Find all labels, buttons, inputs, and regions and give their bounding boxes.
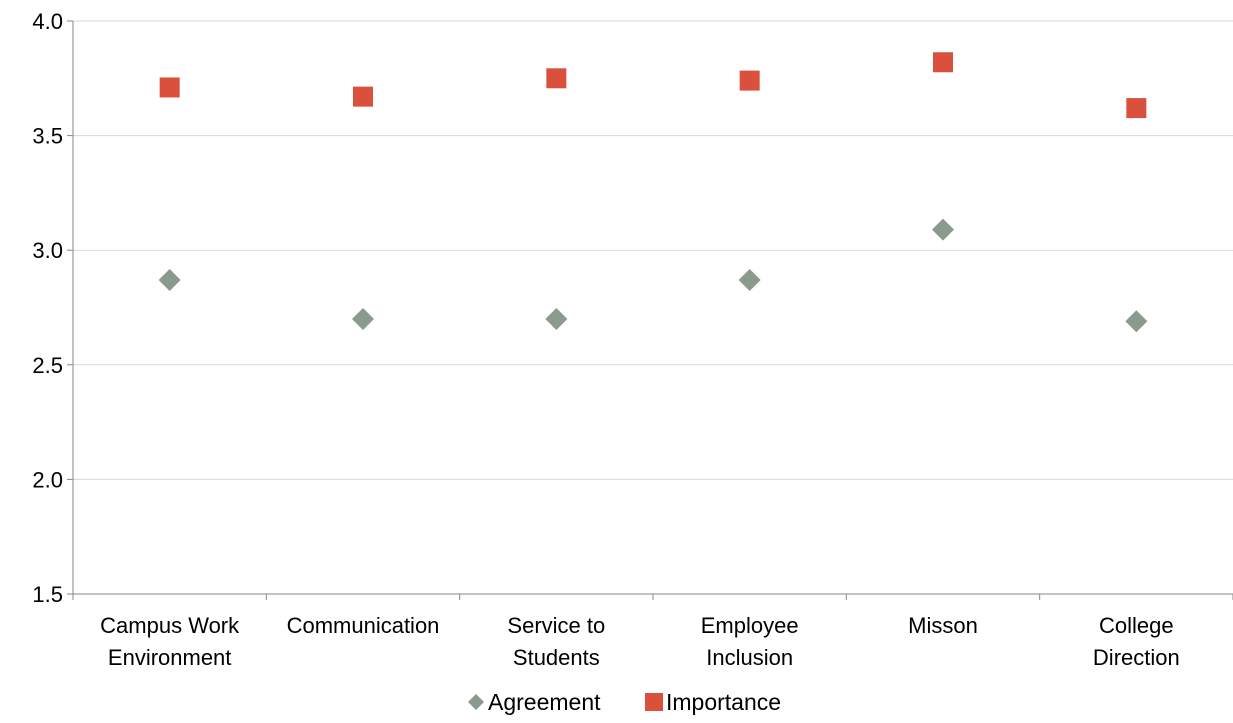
- data-points: [158, 52, 1148, 333]
- legend-marker-square: [645, 693, 663, 711]
- importance-point: [933, 52, 953, 73]
- x-tick-label: Service to Students: [507, 613, 605, 670]
- axes: [72, 21, 1233, 595]
- importance-point: [159, 77, 180, 98]
- importance-point: [546, 68, 567, 89]
- y-tick-label: 2.0: [32, 467, 63, 492]
- gridlines: [73, 20, 1233, 480]
- y-tick-label: 1.5: [32, 582, 63, 607]
- x-tick-label-line: Service to: [507, 613, 605, 638]
- y-tick-label: 2.5: [32, 353, 63, 378]
- x-tick-label-line: Campus Work: [100, 613, 240, 638]
- x-tick-label-line: Direction: [1093, 645, 1180, 670]
- agreement-point: [158, 268, 181, 291]
- x-tick-label-line: Misson: [908, 613, 978, 638]
- legend-item-agreement: Agreement: [468, 689, 601, 715]
- x-tick-label-line: Employee: [701, 613, 799, 638]
- legend-label: Importance: [666, 689, 781, 715]
- importance-point: [1126, 98, 1147, 119]
- series-importance: [159, 52, 1147, 119]
- importance-point: [739, 70, 760, 91]
- x-tick-label: Communication: [287, 613, 440, 638]
- legend: Agreement Importance: [468, 689, 781, 715]
- y-tick-label: 4.0: [32, 9, 63, 34]
- legend-label: Agreement: [488, 689, 601, 715]
- x-tick-label: Employee Inclusion: [701, 613, 799, 670]
- agreement-point: [352, 307, 374, 330]
- x-tick-label-line: Inclusion: [706, 645, 793, 670]
- x-tick-label-line: Communication: [287, 613, 440, 638]
- agreement-point: [738, 268, 761, 291]
- importance-point: [353, 86, 373, 107]
- y-tick-label: 3.5: [32, 124, 63, 149]
- legend-item-importance: Importance: [645, 689, 781, 715]
- x-tick-label: Misson: [908, 613, 978, 638]
- y-axis-ticks: 1.5 2.0 2.5 3.0 3.5 4.0: [32, 9, 73, 607]
- x-tick-label-line: Environment: [108, 645, 232, 670]
- legend-marker-diamond: [468, 694, 484, 710]
- agreement-point: [932, 218, 954, 241]
- agreement-point: [545, 307, 568, 330]
- series-agreement: [158, 218, 1148, 333]
- x-tick-label: College Direction: [1093, 613, 1180, 670]
- x-tick-label: Campus Work Environment: [100, 613, 240, 670]
- x-tick-label-line: College: [1099, 613, 1174, 638]
- x-tick-label-line: Students: [513, 645, 600, 670]
- agreement-point: [1125, 310, 1148, 333]
- x-axis-ticks: Campus Work Environment Communication Servi…: [72, 594, 1233, 670]
- y-tick-label: 3.0: [32, 238, 63, 263]
